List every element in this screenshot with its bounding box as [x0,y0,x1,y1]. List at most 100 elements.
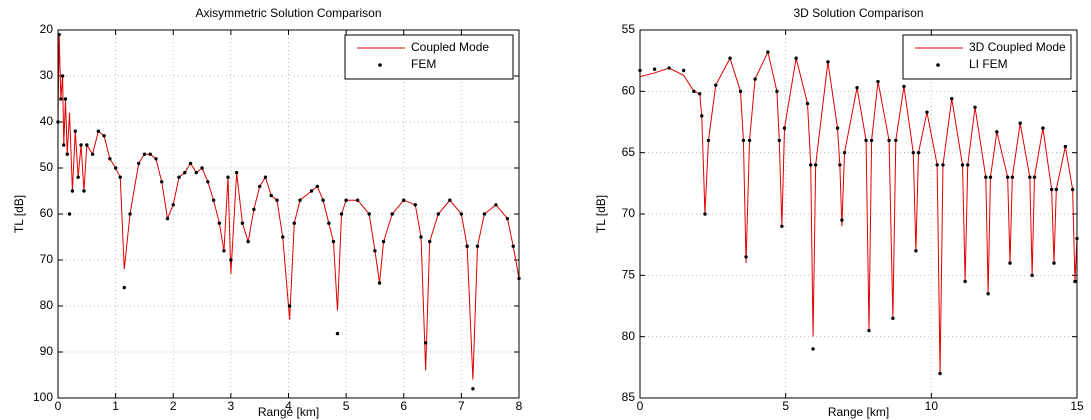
x-tick-label: 0 [55,399,62,413]
data-point [165,216,170,221]
data-point [60,74,65,78]
data-point [427,239,432,244]
data-point [465,244,469,248]
data-point [148,152,152,156]
data-point [1018,121,1022,125]
x-tick-label: 1 [112,399,119,413]
data-point [925,110,929,114]
data-point [381,239,386,244]
y-tick-label: 30 [40,68,54,82]
data-point [200,166,204,170]
data-point [471,387,475,391]
legend-label: Coupled Mode [411,40,489,54]
data-point [154,157,158,161]
data-point [682,68,686,73]
data-point [1070,187,1075,192]
data-point [914,249,918,253]
data-point [423,341,428,345]
data-point [128,212,132,216]
data-point [327,221,331,225]
data-point [59,97,63,101]
data-point [973,105,977,109]
data-point [344,198,348,202]
data-point [894,138,898,143]
data-point [257,184,262,189]
legend-marker [936,63,940,67]
data-point [183,170,187,175]
data-point [1041,126,1045,130]
data-point [511,244,515,248]
y-tick-label: 100 [33,390,53,404]
data-point [85,143,89,147]
data-point [766,50,770,54]
data-point [1054,187,1059,192]
y-tick-label: 60 [622,84,636,98]
chart-title: Axisymmetric Solution Comparison [195,6,381,20]
data-point [741,138,746,143]
data-point [234,170,239,175]
data-point [652,67,657,71]
data-point [373,249,377,253]
data-point [275,198,279,202]
data-point [339,212,344,216]
data-point [706,138,711,143]
plot-frame [639,29,1078,399]
y-tick-label: 50 [40,160,54,174]
data-point [876,79,880,84]
legend-box [902,34,1072,80]
data-point [775,89,779,94]
legend-marker [378,63,382,67]
data-point [390,212,394,216]
data-point [367,212,371,216]
y-tick-label: 65 [622,145,636,159]
data-point [714,83,718,87]
y-axis-label: TL [dB] [594,195,608,233]
data-point [102,134,106,138]
data-point [335,331,340,336]
x-tick-label: 3 [228,399,235,413]
data-point [867,328,871,333]
series-line [57,34,520,380]
legend-label: FEM [411,57,436,71]
y-tick-label: 55 [622,22,636,36]
data-point [777,138,781,143]
data-point [984,175,988,179]
data-point [482,212,487,216]
data-point [728,56,732,60]
data-point [966,163,970,167]
data-point [1008,261,1012,265]
x-tick-label: 0 [637,399,644,413]
data-point [240,221,245,225]
x-tick-label: 8 [516,399,523,413]
data-point [252,207,256,212]
data-point [794,56,798,60]
data-point [703,212,707,216]
data-point [96,129,101,133]
data-point [263,175,268,179]
data-point [835,126,840,130]
x-tick-label: 10 [925,399,939,413]
series-group [56,32,521,391]
data-point [941,163,945,167]
data-point [753,77,757,81]
data-point [995,130,999,134]
data-point [113,166,118,170]
data-point [916,150,921,155]
data-point [142,152,147,156]
data-point [292,221,296,225]
data-point [281,235,285,239]
data-point [698,92,702,96]
data-point [63,97,68,101]
data-point [171,203,175,207]
legend-box [344,34,514,80]
data-point [65,152,69,156]
y-tick-label: 75 [622,268,636,282]
x-axis-label: Range [km] [828,405,889,419]
data-point [738,89,743,94]
data-point [700,114,704,118]
data-point [79,143,83,147]
data-point [108,157,112,161]
data-point [780,224,784,228]
data-point [309,189,314,193]
data-point [402,198,406,202]
